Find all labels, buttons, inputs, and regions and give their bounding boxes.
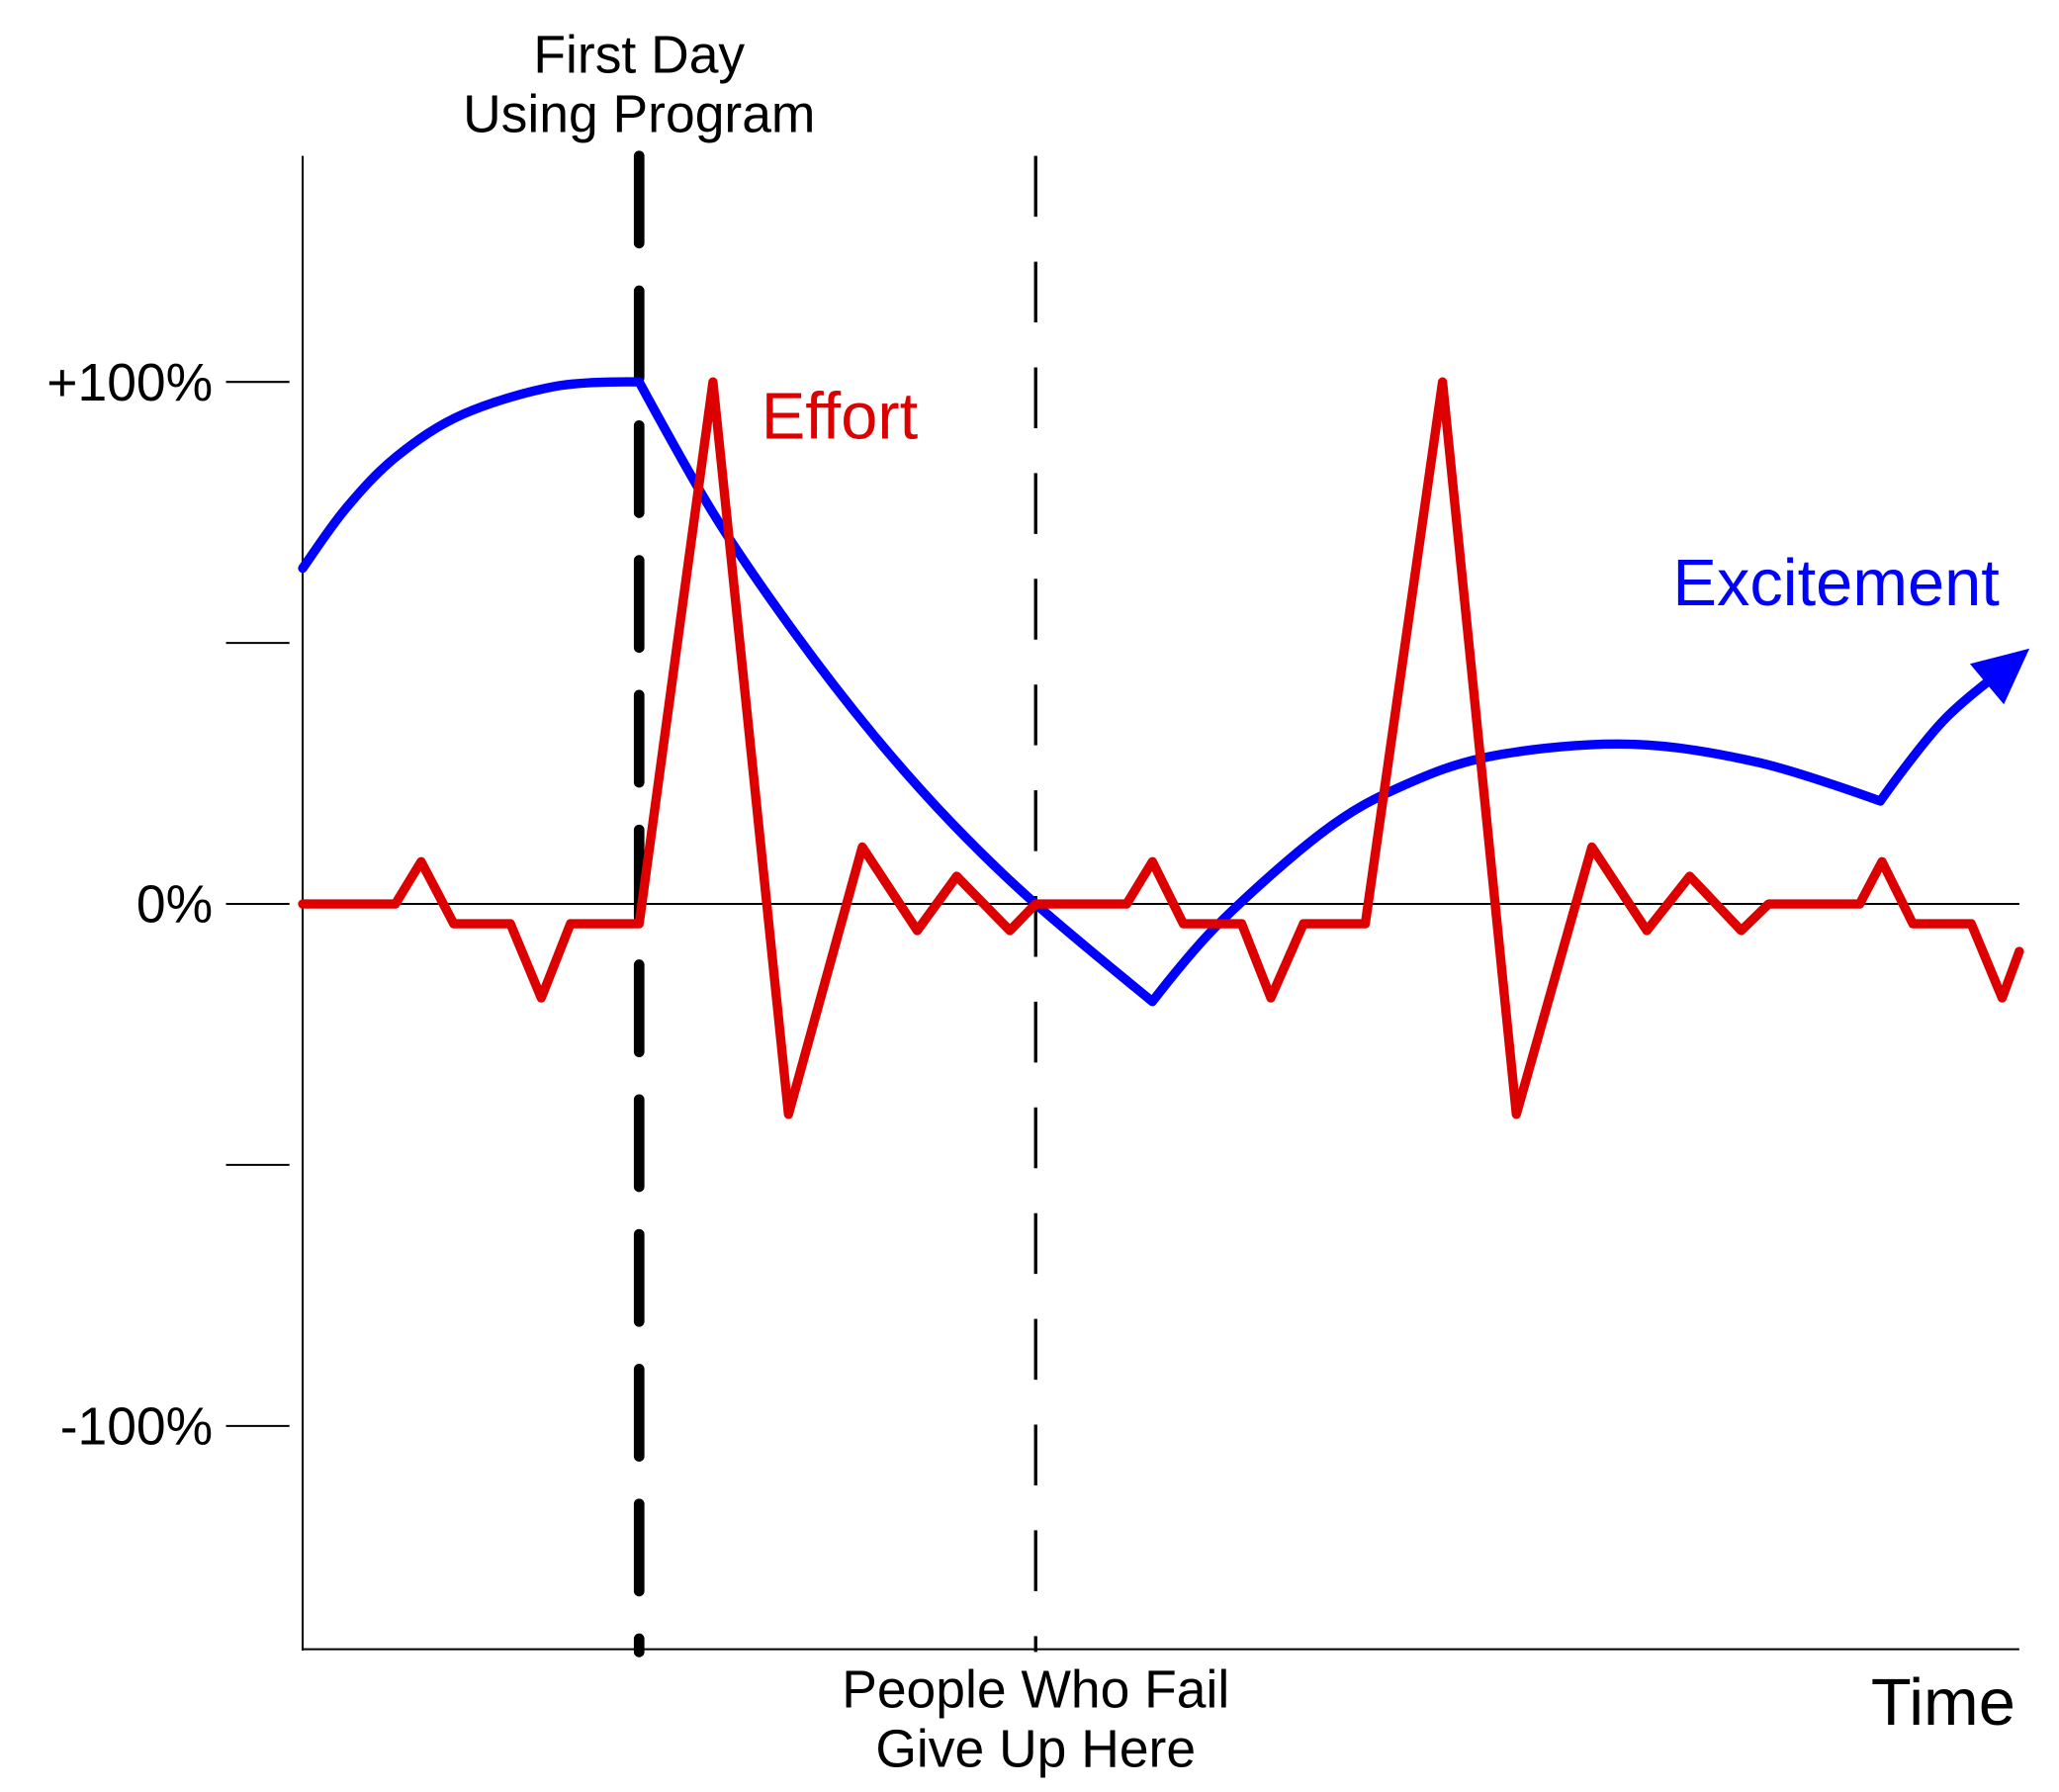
series-label-effort: Effort [761,381,919,454]
marker-label: Using Program [463,86,815,144]
y-tick-label: -100% [60,1398,213,1457]
marker-label: Give Up Here [875,1721,1196,1779]
x-axis-label: Time [1871,1666,2015,1740]
series-label-excitement: Excitement [1672,547,2000,620]
y-tick-label: 0% [136,876,213,935]
y-tick-label: +100% [46,354,213,412]
series-line-excitement [298,377,2024,1007]
series-line-effort [298,377,2024,1120]
marker-label: People Who Fail [842,1660,1229,1719]
axes [302,155,2019,1652]
marker-label: First Day [533,26,745,84]
arrow-head-icon [1969,648,2030,705]
